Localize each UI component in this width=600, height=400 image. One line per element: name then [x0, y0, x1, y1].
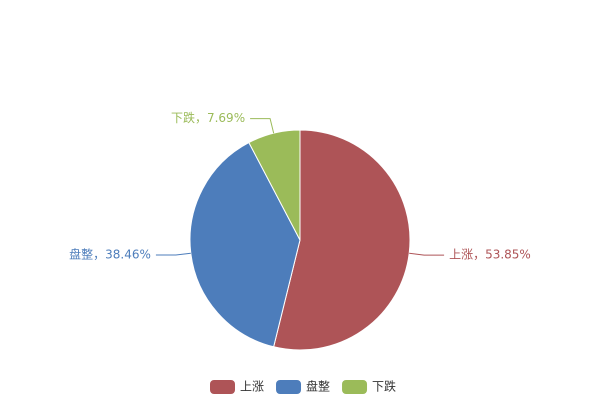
label-line	[409, 252, 445, 256]
label-line	[155, 252, 191, 256]
legend-label[interactable]: 盘整	[306, 379, 330, 394]
legend-label[interactable]: 下跌	[372, 379, 396, 394]
label-line	[250, 118, 275, 134]
legend-swatch[interactable]	[276, 380, 302, 394]
pie-slice	[273, 129, 411, 351]
legend-swatch[interactable]	[342, 380, 368, 394]
data-label: 上涨，53.85%	[449, 247, 531, 262]
legend-swatch[interactable]	[210, 380, 235, 394]
data-label: 下跌，7.69%	[171, 110, 245, 125]
pie-slice	[248, 129, 301, 241]
pie-slice	[189, 141, 301, 348]
legend-label[interactable]: 上涨	[240, 379, 264, 394]
data-label: 盘整，38.46%	[69, 247, 151, 262]
